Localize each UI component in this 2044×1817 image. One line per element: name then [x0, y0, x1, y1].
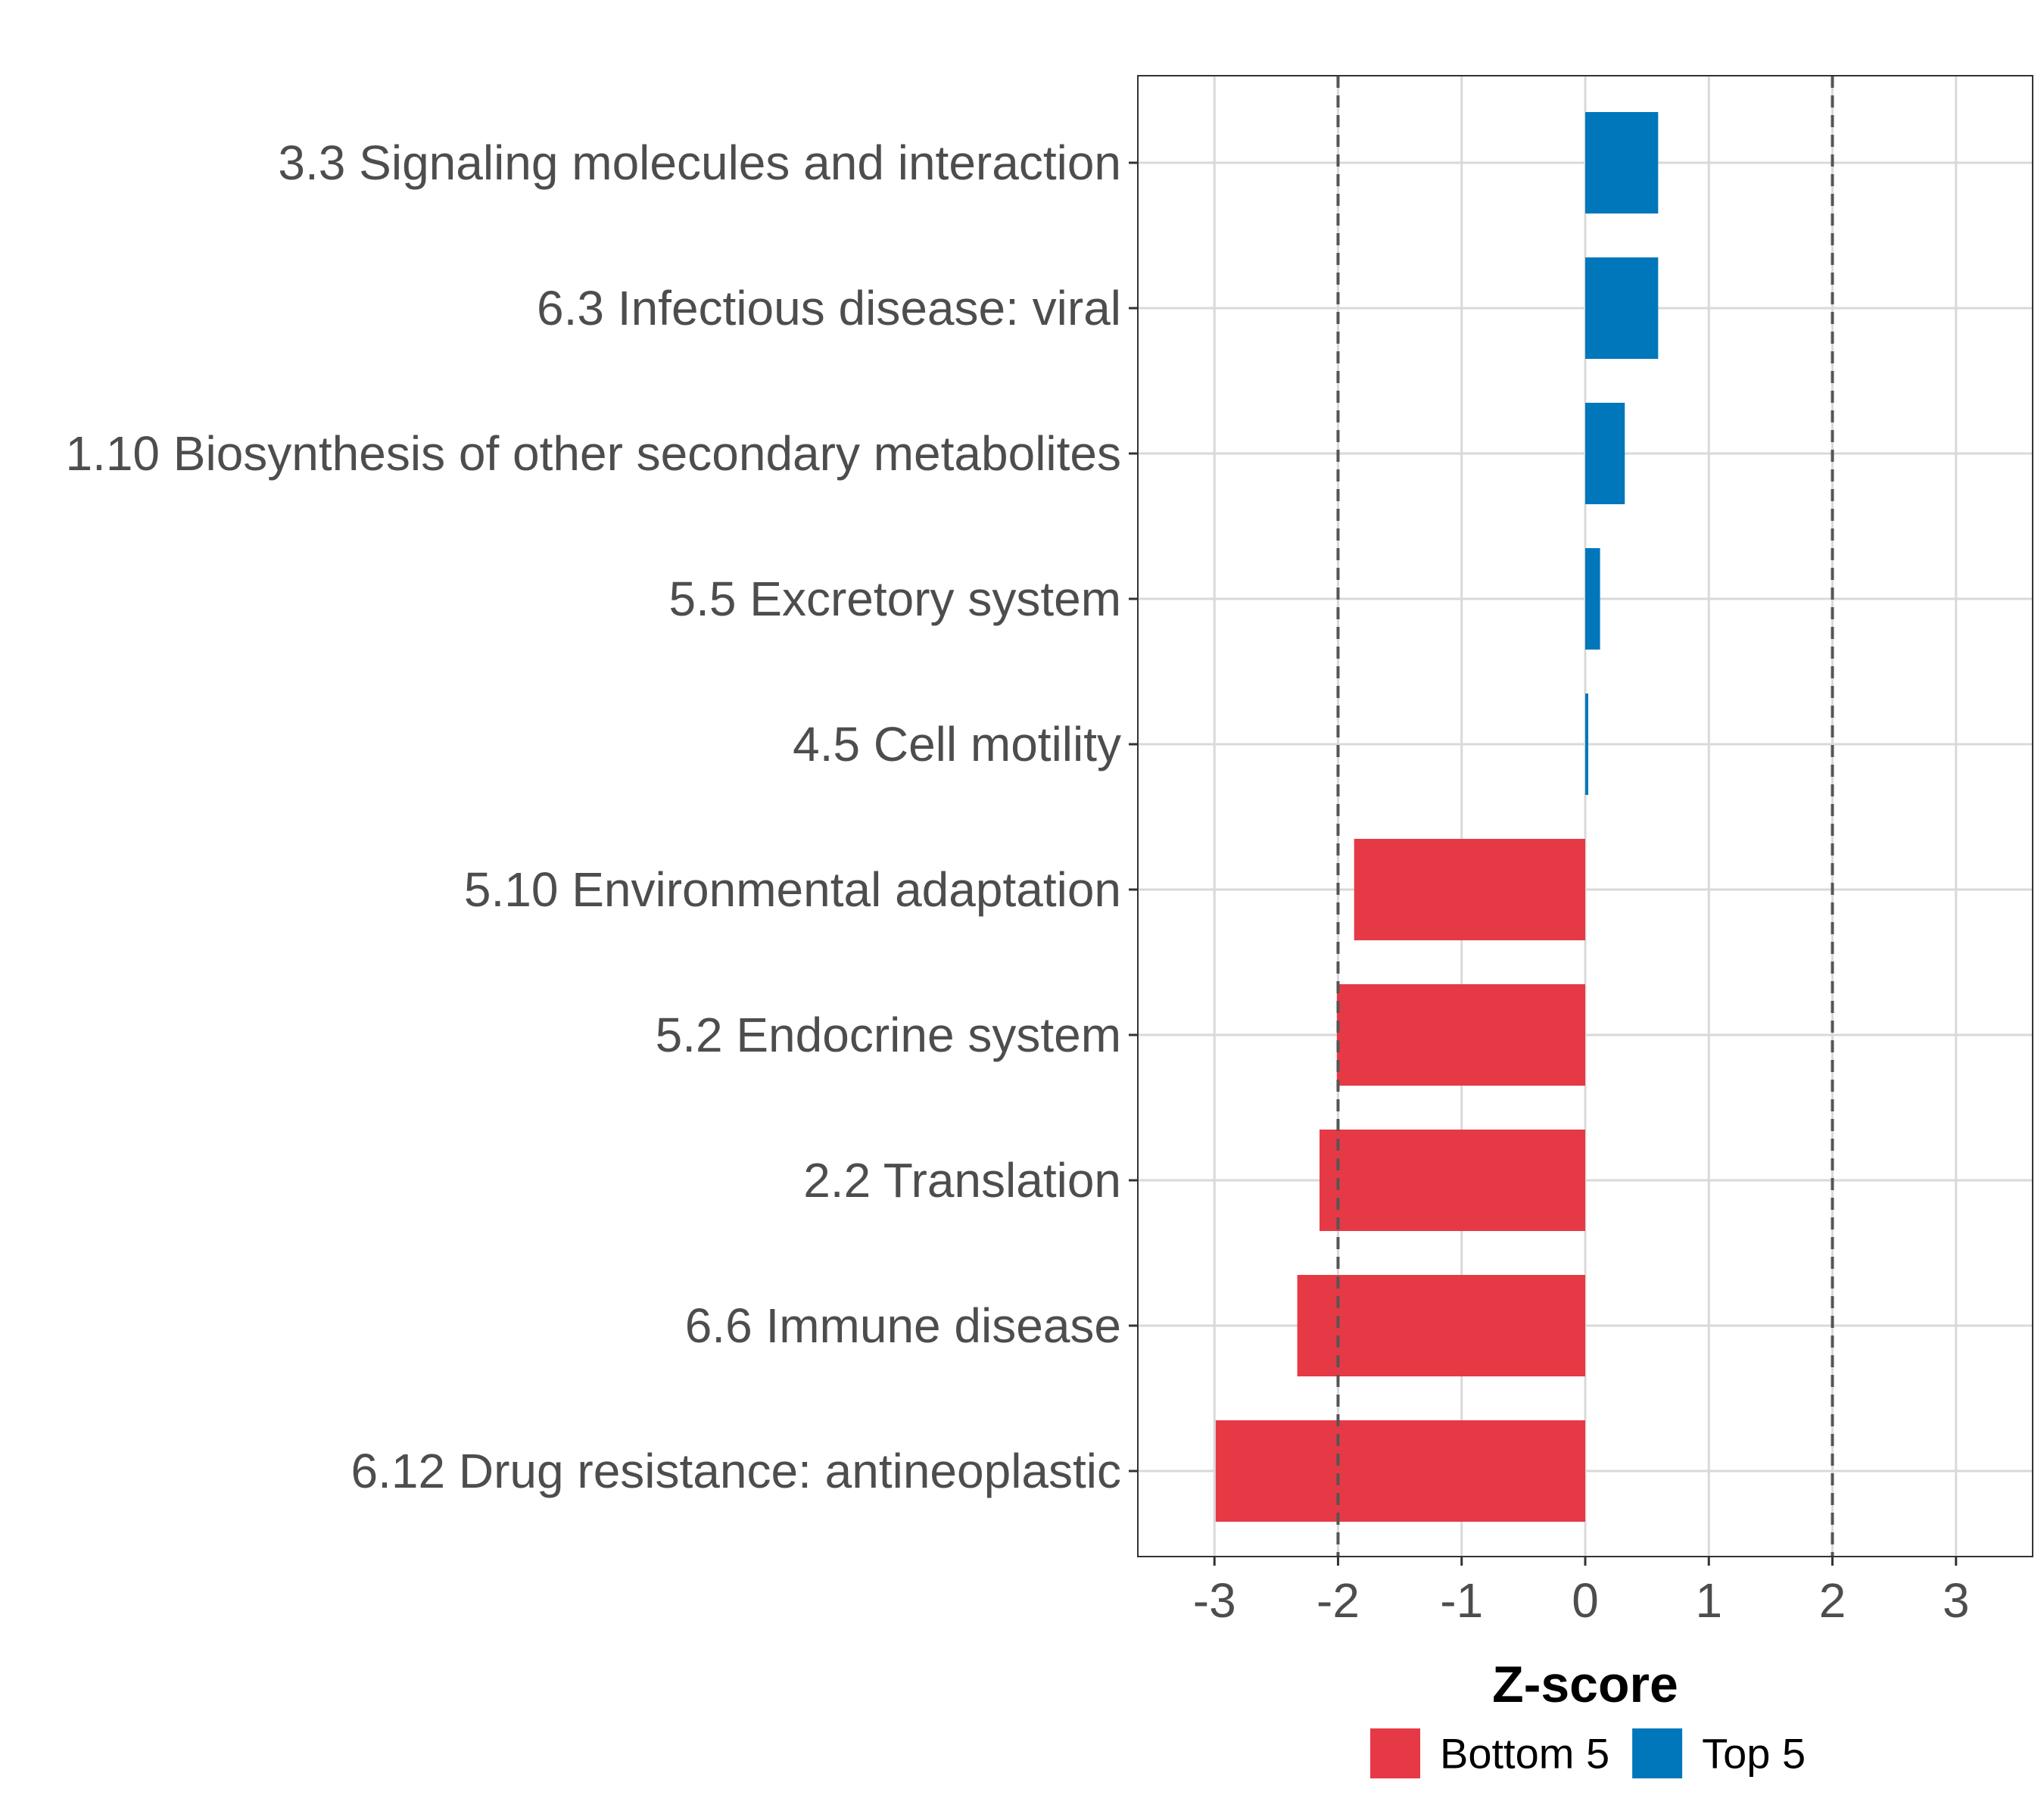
category-label: 4.5 Cell motility	[793, 717, 1121, 771]
bar	[1585, 693, 1588, 795]
x-axis-title: Z-score	[1492, 1656, 1678, 1713]
x-tick-label: -1	[1440, 1573, 1483, 1628]
bars	[1215, 112, 1659, 1522]
legend-label: Bottom 5	[1440, 1730, 1609, 1778]
category-label: 6.6 Immune disease	[685, 1298, 1121, 1353]
bar	[1585, 403, 1625, 504]
category-label: 6.12 Drug resistance: antineoplastic	[351, 1444, 1121, 1498]
x-tick-label: 1	[1695, 1573, 1722, 1628]
bar	[1354, 839, 1585, 940]
bar	[1297, 1275, 1585, 1376]
legend-label: Top 5	[1702, 1730, 1806, 1778]
x-tick-label: -3	[1193, 1573, 1236, 1628]
category-label: 5.2 Endocrine system	[656, 1008, 1121, 1062]
legend-swatch	[1632, 1728, 1683, 1778]
bar	[1319, 1130, 1585, 1231]
bar	[1585, 548, 1600, 650]
bar	[1585, 112, 1659, 213]
x-tick-label: 2	[1819, 1573, 1846, 1628]
y-axis: 3.3 Signaling molecules and interaction 6…	[65, 136, 1138, 1498]
x-tick-label: 0	[1572, 1573, 1599, 1628]
bar	[1336, 984, 1585, 1086]
bar	[1215, 1420, 1585, 1522]
category-label: 5.5 Excretory system	[669, 572, 1122, 626]
x-axis: -3 -2 -1 0 1 2 3	[1193, 1557, 1970, 1628]
category-label: 2.2 Translation	[803, 1153, 1121, 1208]
category-label: 1.10 Biosynthesis of other secondary met…	[65, 426, 1121, 481]
category-label: 5.10 Environmental adaptation	[464, 862, 1121, 917]
x-tick-label: -2	[1316, 1573, 1360, 1628]
legend-swatch	[1370, 1728, 1420, 1778]
category-label: 3.3 Signaling molecules and interaction	[278, 136, 1121, 190]
x-tick-label: 3	[1943, 1573, 1970, 1628]
bar	[1585, 257, 1659, 359]
legend-item[interactable]: Bottom 5	[1370, 1728, 1609, 1778]
category-label: 6.3 Infectious disease: viral	[537, 281, 1121, 335]
legend-item[interactable]: Top 5	[1632, 1728, 1806, 1778]
legend[interactable]: Bottom 5 Top 5	[1370, 1728, 1806, 1778]
reference-lines	[1336, 76, 1834, 1557]
